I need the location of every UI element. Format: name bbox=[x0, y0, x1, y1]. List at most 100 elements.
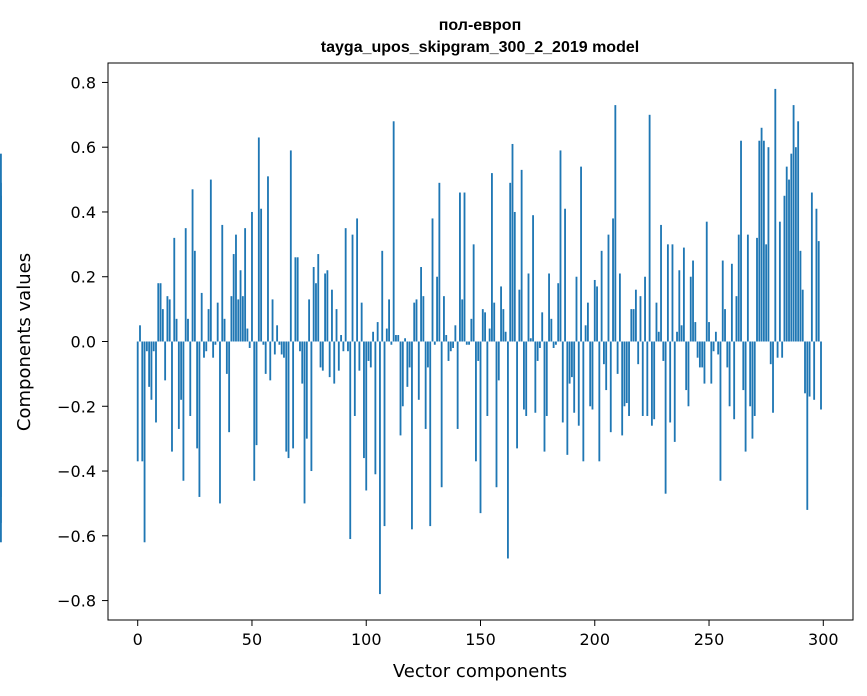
chart-title: пол-европ bbox=[439, 17, 521, 34]
bar bbox=[692, 260, 694, 342]
bar bbox=[187, 318, 189, 342]
bar bbox=[529, 338, 532, 342]
bar bbox=[618, 273, 621, 342]
bar bbox=[141, 341, 144, 462]
x-tick-label: 50 bbox=[242, 630, 262, 649]
bar bbox=[342, 341, 345, 352]
bar bbox=[721, 260, 724, 342]
bar bbox=[817, 241, 820, 342]
bar bbox=[746, 234, 749, 342]
bar bbox=[246, 328, 249, 342]
bar bbox=[401, 341, 404, 407]
bar bbox=[676, 331, 678, 342]
bar bbox=[561, 341, 564, 423]
bar bbox=[331, 289, 333, 342]
bar bbox=[251, 211, 253, 342]
bar bbox=[756, 237, 758, 342]
bar bbox=[502, 309, 505, 342]
bar bbox=[189, 341, 192, 416]
bar bbox=[443, 296, 445, 342]
bar bbox=[461, 299, 464, 342]
bar bbox=[468, 341, 470, 345]
y-tick-label: −0.6 bbox=[57, 527, 96, 546]
bar bbox=[363, 341, 365, 459]
bar bbox=[157, 283, 160, 342]
bar bbox=[497, 341, 500, 381]
bar bbox=[228, 341, 231, 433]
bar bbox=[534, 341, 537, 413]
bar bbox=[447, 341, 450, 361]
bar bbox=[383, 341, 386, 527]
bar bbox=[214, 341, 217, 345]
bar bbox=[139, 325, 141, 342]
y-tick-label: 0.2 bbox=[71, 268, 96, 287]
x-axis: 0 50 100 150 200 250 300 bbox=[133, 620, 839, 649]
bar bbox=[724, 309, 726, 342]
bar bbox=[436, 276, 438, 342]
bar bbox=[358, 341, 361, 371]
bar bbox=[751, 341, 754, 439]
y-tick-label: 0.6 bbox=[71, 138, 96, 157]
bar bbox=[788, 179, 790, 342]
bar bbox=[710, 341, 713, 384]
bar bbox=[664, 341, 667, 494]
bars-group bbox=[0, 88, 822, 595]
bar bbox=[417, 341, 420, 400]
bar bbox=[248, 341, 251, 348]
bar bbox=[616, 341, 619, 374]
bar bbox=[733, 341, 736, 420]
bar bbox=[685, 341, 688, 391]
bar bbox=[283, 341, 285, 358]
bar bbox=[488, 328, 491, 342]
bar bbox=[280, 341, 283, 355]
bar bbox=[539, 341, 541, 348]
bar bbox=[255, 341, 258, 446]
bar bbox=[609, 341, 612, 433]
bar bbox=[566, 341, 569, 455]
bar bbox=[356, 218, 359, 342]
y-tick-label: 0.8 bbox=[71, 73, 96, 92]
bar bbox=[397, 335, 400, 342]
bar bbox=[607, 234, 610, 342]
bar bbox=[511, 143, 514, 342]
bar bbox=[785, 166, 788, 342]
bar bbox=[628, 341, 630, 416]
bar bbox=[479, 341, 482, 514]
bar bbox=[671, 244, 674, 342]
bar bbox=[472, 244, 475, 342]
bar bbox=[244, 228, 247, 342]
bar bbox=[687, 341, 690, 407]
bar bbox=[205, 341, 208, 352]
bar bbox=[180, 341, 183, 400]
bar bbox=[452, 341, 454, 348]
bar bbox=[744, 341, 747, 452]
bar bbox=[315, 283, 317, 342]
bar bbox=[799, 250, 802, 342]
bar bbox=[376, 322, 379, 342]
bar bbox=[155, 341, 157, 423]
bar bbox=[164, 341, 167, 381]
bar bbox=[728, 341, 731, 407]
bar bbox=[637, 341, 640, 365]
bar bbox=[326, 270, 329, 342]
bar bbox=[212, 341, 215, 358]
bar bbox=[776, 341, 779, 358]
bar bbox=[673, 341, 676, 442]
bar bbox=[294, 257, 297, 342]
bar bbox=[276, 325, 279, 342]
bar bbox=[308, 299, 311, 342]
bar bbox=[477, 341, 480, 361]
bar bbox=[232, 254, 235, 342]
bar bbox=[559, 150, 562, 342]
bar bbox=[614, 105, 617, 342]
bar bbox=[196, 341, 199, 449]
bar bbox=[328, 341, 331, 378]
bar bbox=[390, 341, 393, 345]
bar bbox=[470, 318, 473, 342]
bar bbox=[239, 270, 242, 342]
bar bbox=[385, 328, 388, 342]
bar bbox=[600, 250, 603, 342]
bar bbox=[815, 208, 818, 342]
bar bbox=[623, 341, 626, 407]
